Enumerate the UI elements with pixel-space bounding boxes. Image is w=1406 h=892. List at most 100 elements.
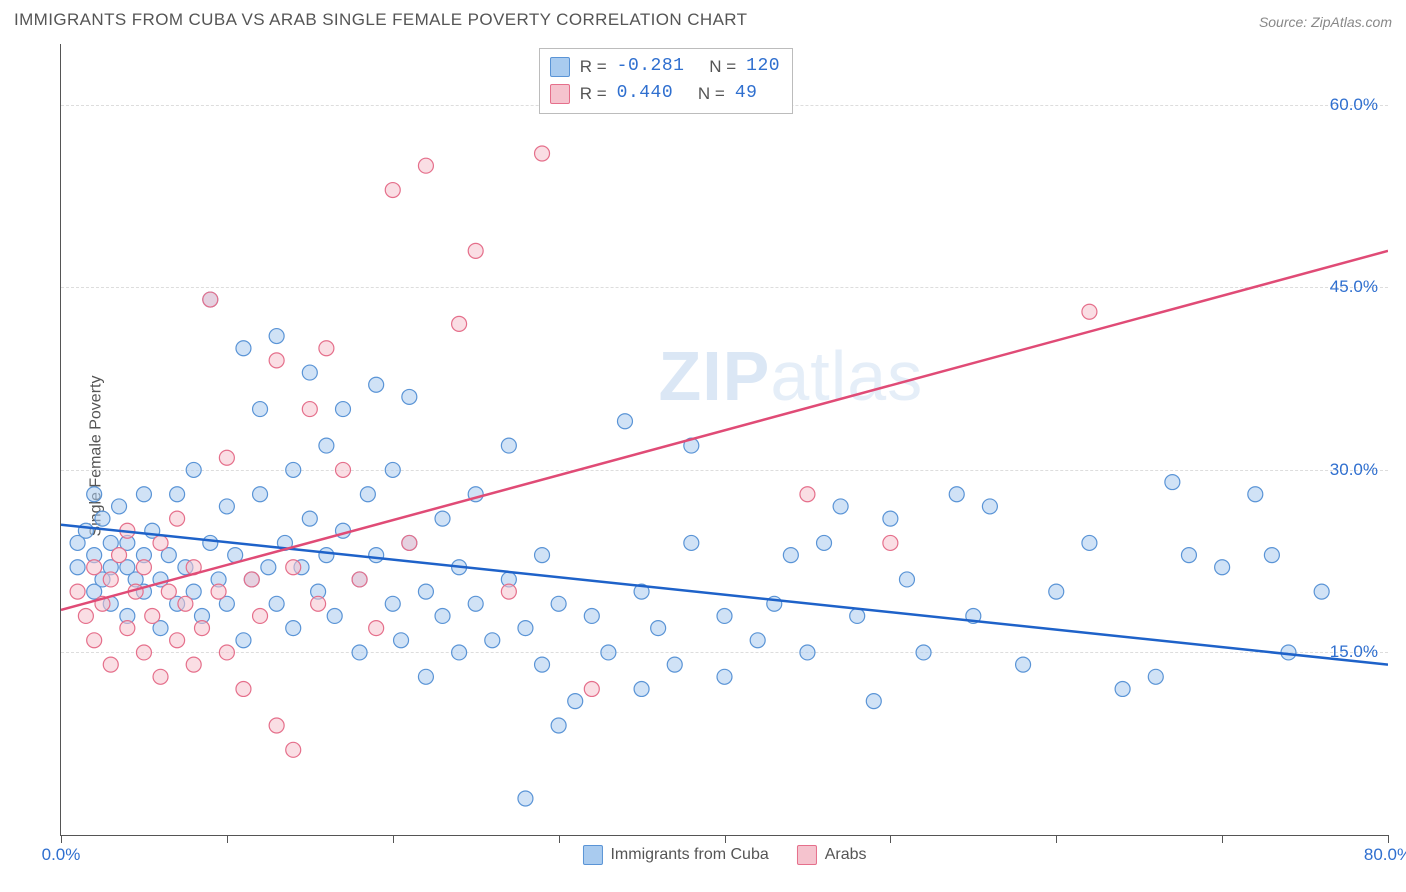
data-point <box>136 560 151 575</box>
data-point <box>302 365 317 380</box>
stats-box: R = -0.281 N = 120 R = 0.440 N = 49 <box>539 48 793 114</box>
data-point <box>1082 304 1097 319</box>
data-point <box>120 621 135 636</box>
data-point <box>70 584 85 599</box>
data-point <box>584 681 599 696</box>
data-point <box>269 718 284 733</box>
data-point <box>1264 548 1279 563</box>
data-point <box>684 535 699 550</box>
data-point <box>170 487 185 502</box>
ytick-label: 60.0% <box>1330 95 1378 115</box>
xtick <box>725 835 726 843</box>
chart-container: Single Female Poverty ZIPatlas R = -0.28… <box>10 36 1396 876</box>
data-point <box>501 584 516 599</box>
data-point <box>634 681 649 696</box>
r-value-arabs: 0.440 <box>617 80 674 107</box>
bottom-legend: Immigrants from Cuba Arabs <box>582 845 866 865</box>
data-point <box>78 608 93 623</box>
data-point <box>286 621 301 636</box>
ytick-label: 15.0% <box>1330 642 1378 662</box>
data-point <box>136 487 151 502</box>
data-point <box>800 487 815 502</box>
r-value-cuba: -0.281 <box>617 53 685 80</box>
data-point <box>883 535 898 550</box>
data-point <box>418 584 433 599</box>
data-point <box>236 681 251 696</box>
ytick-label: 45.0% <box>1330 277 1378 297</box>
data-point <box>402 389 417 404</box>
legend-item-arabs: Arabs <box>797 845 867 865</box>
n-value-arabs: 49 <box>735 80 758 107</box>
data-point <box>535 146 550 161</box>
data-point <box>194 621 209 636</box>
data-point <box>327 608 342 623</box>
data-point <box>186 462 201 477</box>
data-point <box>385 462 400 477</box>
data-point <box>1049 584 1064 599</box>
data-point <box>551 596 566 611</box>
data-point <box>394 633 409 648</box>
data-point <box>161 584 176 599</box>
data-point <box>435 608 450 623</box>
data-point <box>717 608 732 623</box>
legend-label-arabs: Arabs <box>825 846 867 864</box>
xtick <box>1388 835 1389 843</box>
swatch-cuba <box>550 57 570 77</box>
scatter-svg <box>61 44 1388 835</box>
data-point <box>817 535 832 550</box>
data-point <box>833 499 848 514</box>
data-point <box>253 402 268 417</box>
data-point <box>518 621 533 636</box>
data-point <box>568 694 583 709</box>
xtick <box>1056 835 1057 843</box>
data-point <box>360 487 375 502</box>
data-point <box>1082 535 1097 550</box>
data-point <box>1248 487 1263 502</box>
data-point <box>385 596 400 611</box>
data-point <box>601 645 616 660</box>
data-point <box>883 511 898 526</box>
data-point <box>402 535 417 550</box>
xtick <box>393 835 394 843</box>
data-point <box>286 742 301 757</box>
data-point <box>1215 560 1230 575</box>
data-point <box>750 633 765 648</box>
data-point <box>949 487 964 502</box>
data-point <box>319 548 334 563</box>
data-point <box>170 511 185 526</box>
chart-title: IMMIGRANTS FROM CUBA VS ARAB SINGLE FEMA… <box>14 10 747 30</box>
n-value-cuba: 120 <box>746 53 780 80</box>
data-point <box>103 657 118 672</box>
data-point <box>468 243 483 258</box>
data-point <box>717 669 732 684</box>
data-point <box>286 462 301 477</box>
data-point <box>335 462 350 477</box>
data-point <box>261 560 276 575</box>
xtick <box>890 835 891 843</box>
trend-line <box>61 525 1388 665</box>
data-point <box>1115 681 1130 696</box>
data-point <box>311 596 326 611</box>
legend-swatch-arabs <box>797 845 817 865</box>
data-point <box>103 572 118 587</box>
chart-source: Source: ZipAtlas.com <box>1259 14 1392 30</box>
data-point <box>651 621 666 636</box>
data-point <box>219 450 234 465</box>
data-point <box>1181 548 1196 563</box>
data-point <box>186 657 201 672</box>
data-point <box>319 438 334 453</box>
legend-swatch-cuba <box>582 845 602 865</box>
data-point <box>452 645 467 660</box>
data-point <box>485 633 500 648</box>
data-point <box>219 499 234 514</box>
data-point <box>236 341 251 356</box>
data-point <box>269 329 284 344</box>
data-point <box>87 487 102 502</box>
data-point <box>800 645 815 660</box>
data-point <box>87 560 102 575</box>
data-point <box>269 353 284 368</box>
plot-area: ZIPatlas R = -0.281 N = 120 R = 0.440 N … <box>60 44 1388 836</box>
data-point <box>551 718 566 733</box>
data-point <box>286 560 301 575</box>
data-point <box>236 633 251 648</box>
